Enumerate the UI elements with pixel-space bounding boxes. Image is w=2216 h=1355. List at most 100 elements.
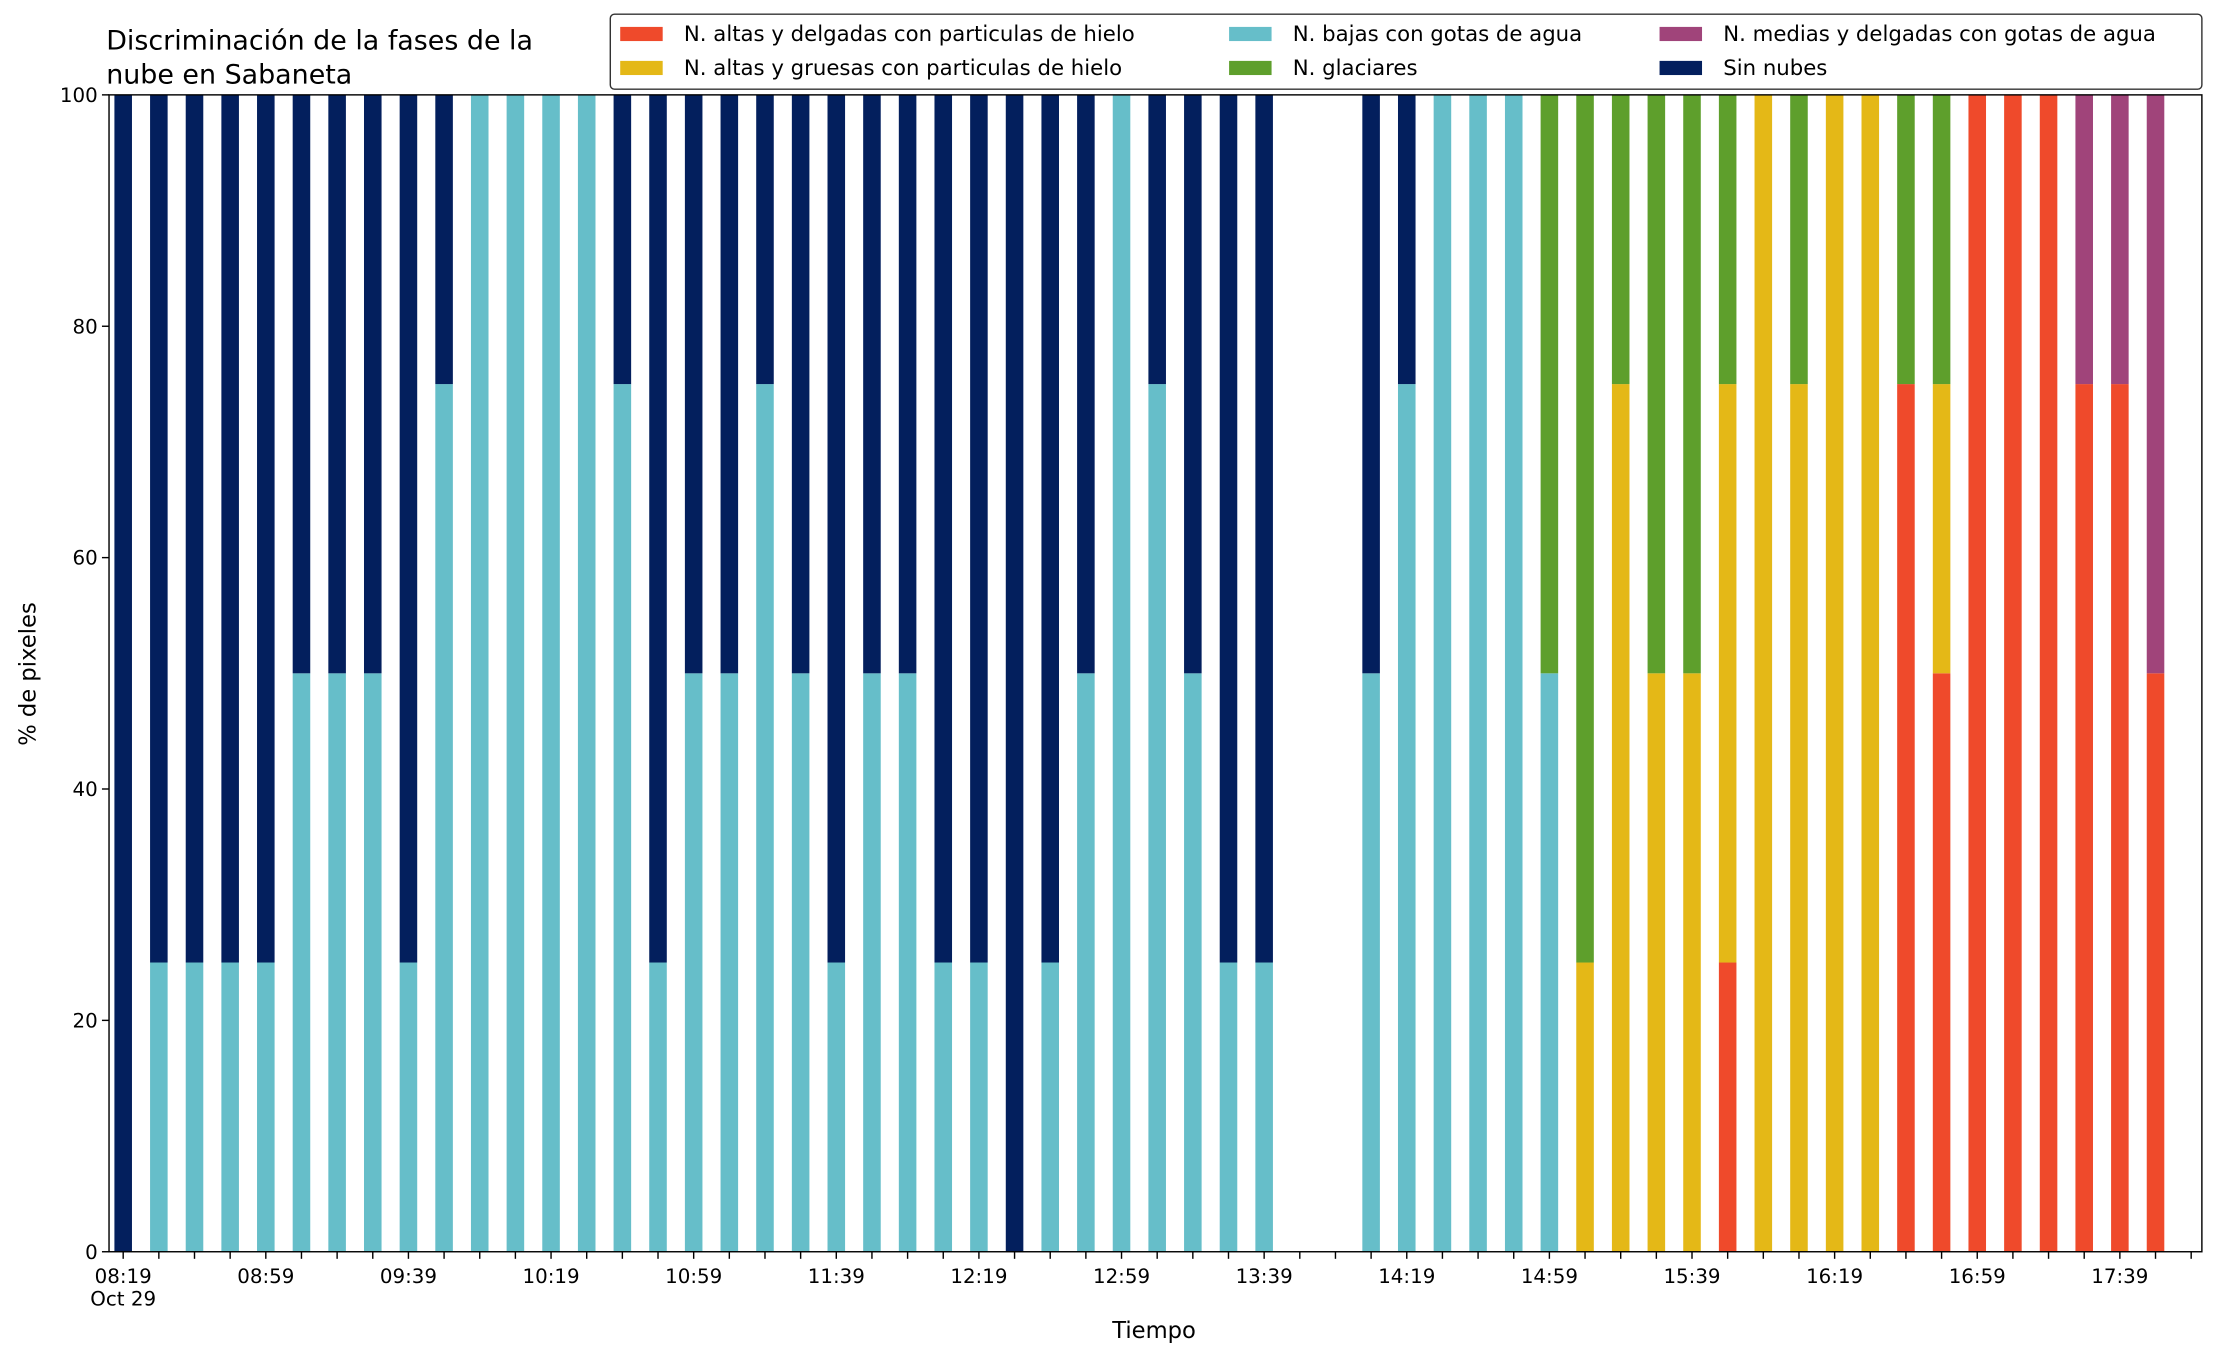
x-axis-label: Tiempo	[1111, 1318, 1196, 1344]
x-tick-label: 10:59	[665, 1265, 722, 1288]
legend-label: N. bajas con gotas de agua	[1293, 22, 1582, 47]
bar-segment	[1219, 94, 1238, 963]
legend-swatch	[620, 60, 663, 76]
bar-segment	[257, 962, 275, 1252]
bar-segment	[649, 94, 667, 963]
bar-segment	[1932, 384, 1951, 674]
y-tick-label: 0	[85, 1241, 98, 1264]
bar-segment	[827, 94, 846, 963]
x-tick-label: 15:39	[1663, 1265, 1720, 1288]
x-tick-label: 11:39	[808, 1265, 865, 1288]
bar-segment	[1077, 94, 1095, 674]
bar-segment	[1041, 962, 1059, 1252]
bar-segment	[1469, 94, 1487, 1252]
bar-segment	[720, 94, 739, 674]
x-tick-label: 17:39	[2091, 1265, 2148, 1288]
bar-segment	[1041, 94, 1059, 963]
bar-segment	[114, 94, 132, 1252]
bar-segment	[399, 962, 418, 1252]
bar-segment	[1718, 384, 1737, 963]
bar-segment	[1576, 94, 1594, 963]
bar-segment	[1968, 94, 1987, 1252]
bar-segment	[1861, 94, 1880, 1252]
bar-segment	[2146, 94, 2165, 674]
bar-segment	[399, 94, 418, 963]
x-tick-label: 13:39	[1236, 1265, 1293, 1288]
bar-segment	[827, 962, 846, 1252]
bar-segment	[1754, 94, 1773, 1252]
bar-segment	[1611, 384, 1630, 1252]
bar-segment	[970, 962, 988, 1252]
bar-segment	[1825, 94, 1844, 1252]
y-tick-label: 20	[72, 1009, 97, 1032]
x-tick-label: 14:59	[1521, 1265, 1578, 1288]
bar-segment	[863, 94, 881, 674]
x-tick-label: 10:19	[522, 1265, 579, 1288]
bar-segment	[720, 673, 739, 1252]
x-tick-label: 09:39	[380, 1265, 437, 1288]
bar-segment	[150, 962, 168, 1252]
legend-swatch	[1229, 26, 1272, 42]
bar-segment	[542, 94, 560, 1252]
x-tick-label: 12:19	[950, 1265, 1007, 1288]
x-tick-label: 14:19	[1378, 1265, 1435, 1288]
bar-segment	[649, 962, 667, 1252]
bar-segment	[292, 94, 311, 674]
bar-segment	[2075, 384, 2093, 1252]
bar-segment	[1897, 384, 1915, 1252]
legend-label: N. glaciares	[1293, 56, 1418, 81]
bar-segment	[898, 94, 917, 674]
bar-segment	[1718, 962, 1737, 1252]
y-tick-label: 80	[72, 315, 97, 338]
bar-segment	[1683, 94, 1701, 674]
chart-title: Discriminación de la fases de la nube en …	[106, 26, 533, 91]
bar-segment	[613, 94, 632, 385]
bar-segment	[292, 673, 311, 1252]
bar-segment	[328, 94, 346, 674]
bar-segment	[221, 94, 239, 963]
bar-segment	[1184, 673, 1202, 1252]
bar-segment	[1647, 94, 1666, 674]
bar-segment	[2039, 94, 2058, 1252]
bar-segment	[1932, 673, 1951, 1252]
bar-segment	[791, 673, 810, 1252]
bar-segment	[934, 94, 953, 963]
bar-segment	[1112, 94, 1131, 1252]
y-tick-label: 40	[72, 778, 97, 801]
x-tick-label: 08:19 Oct 29	[90, 1265, 156, 1311]
legend-swatch	[1659, 60, 1703, 76]
bar-segment	[1184, 94, 1202, 674]
bar-segment	[613, 384, 632, 1252]
y-tick-label: 60	[72, 547, 97, 570]
bar-segment	[363, 94, 382, 674]
bar-segment	[1718, 94, 1737, 385]
bar-segment	[2111, 94, 2129, 385]
bar-segment	[1897, 94, 1915, 385]
bar-segment	[1148, 384, 1166, 1252]
bar-segment	[970, 94, 988, 963]
x-tick-label: 08:59	[237, 1265, 294, 1288]
legend-swatch	[1659, 26, 1703, 42]
bar-segment	[1790, 94, 1808, 385]
plot-frame	[108, 94, 2203, 1253]
bar-segment	[1790, 384, 1808, 1252]
bar-segment	[185, 962, 204, 1252]
bar-segment	[1647, 673, 1666, 1252]
bar-segment	[1397, 94, 1416, 385]
legend-swatch	[1229, 60, 1272, 76]
bar-segment	[1219, 962, 1238, 1252]
bar-segment	[1576, 962, 1594, 1252]
bar-segment	[1932, 94, 1951, 385]
x-tick-label: 12:59	[1093, 1265, 1150, 1288]
bar-segment	[185, 94, 204, 963]
bar-segment	[328, 673, 346, 1252]
bar-segment	[257, 94, 275, 963]
x-tick-label: 16:19	[1806, 1265, 1863, 1288]
bar-segment	[1504, 94, 1523, 1252]
bar-segment	[863, 673, 881, 1252]
bar-segment	[1077, 673, 1095, 1252]
legend-label: Sin nubes	[1723, 56, 1827, 81]
legend-label: N. altas y delgadas con particulas de hi…	[684, 22, 1135, 47]
bar-segment	[2146, 673, 2165, 1252]
bar-segment	[1611, 94, 1630, 385]
